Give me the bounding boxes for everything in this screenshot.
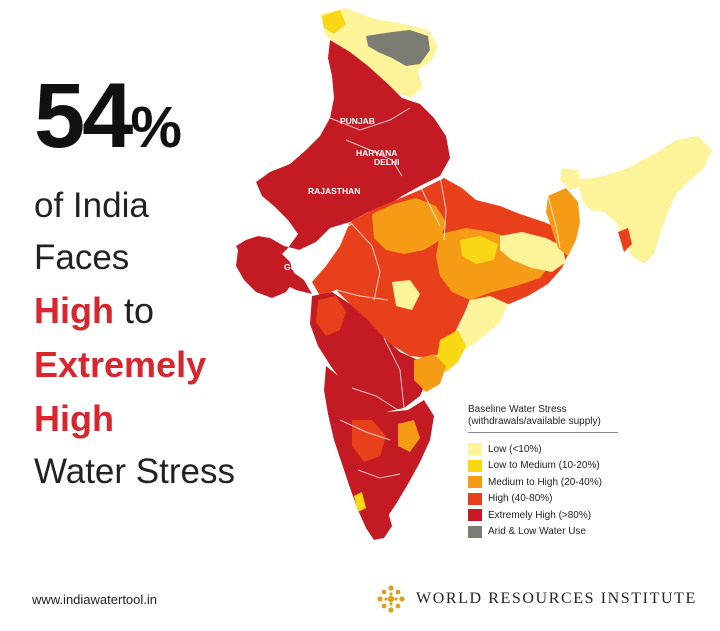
headline-line-extremely: Extremely: [34, 344, 207, 385]
legend-item: Arid & Low Water Use: [468, 524, 618, 541]
legend-label: Arid & Low Water Use: [488, 526, 586, 538]
map-region-northeast: [578, 136, 712, 264]
map-region-bengal-low: [560, 168, 582, 190]
map-region-south-tip: [366, 510, 392, 540]
legend-swatch: [468, 525, 482, 538]
map-label-haryana: HARYANA: [356, 148, 397, 158]
map-region-northwest-extreme: [236, 40, 450, 294]
headline-to-word: to: [113, 290, 155, 331]
legend-label: Extremely High (>80%): [488, 509, 592, 521]
legend-swatch: [468, 443, 482, 456]
map-region-deccan-low: [392, 280, 420, 310]
legend-item: Extremely High (>80%): [468, 507, 618, 524]
legend-title-line2: (withdrawals/available supply): [468, 416, 601, 427]
legend-item: Low to Medium (10-20%): [468, 458, 618, 475]
legend-items: Low (<10%) Low to Medium (10-20%) Medium t…: [468, 441, 618, 540]
legend-label: Low to Medium (10-20%): [488, 460, 600, 472]
wri-branding: WORLD RESOURCES INSTITUTE: [376, 584, 697, 614]
map-region-arid-ladakh: [366, 30, 430, 66]
headline: 54% of India Faces High to Extremely Hig…: [34, 70, 284, 498]
map-region-east-low: [500, 232, 566, 272]
footer-url[interactable]: www.indiawatertool.in: [32, 592, 158, 607]
headline-percent-sign: %: [130, 95, 182, 160]
map-region-central-low-medium: [460, 236, 498, 264]
map-region-east-coast-yellow: [436, 330, 466, 372]
map-region-gujarat: [236, 246, 296, 298]
headline-line-high-to: High to: [34, 284, 284, 338]
legend-title: Baseline Water Stress (withdrawals/avail…: [468, 404, 618, 433]
wri-logo-icon: [377, 585, 405, 613]
headline-line-faces: Faces: [34, 238, 130, 277]
legend-item: Low (<10%): [468, 441, 618, 458]
map-label-punjab: PUNJAB: [340, 116, 375, 126]
legend-swatch: [468, 509, 482, 522]
map-region-bengal: [546, 188, 580, 256]
map-region-south-tip-yellow: [354, 492, 366, 512]
legend-item: Medium to High (20-40%): [468, 474, 618, 491]
map-label-rajasthan: RAJASTHAN: [308, 186, 360, 196]
map-state-boundaries: [299, 107, 561, 479]
legend-swatch: [468, 459, 482, 472]
map-region-south-medium: [398, 420, 420, 452]
map-region-north-orange: [322, 10, 346, 34]
map-region-deccan-high: [316, 296, 346, 336]
map-legend: Baseline Water Stress (withdrawals/avail…: [468, 404, 618, 540]
map-label-delhi: DELHI: [374, 157, 400, 167]
wri-name: WORLD RESOURCES INSTITUTE: [416, 590, 697, 607]
legend-swatch: [468, 476, 482, 489]
headline-stat-number: 54: [34, 65, 133, 167]
map-region-central-medium: [372, 198, 446, 254]
legend-swatch: [468, 492, 482, 505]
headline-line-high: High: [34, 398, 114, 439]
headline-stat: 54%: [34, 70, 284, 174]
headline-line-of-india: of India: [34, 186, 149, 225]
headline-line-water-stress: Water Stress: [34, 452, 235, 491]
headline-high-word: High: [34, 290, 114, 331]
legend-title-line1: Baseline Water Stress: [468, 404, 567, 415]
map-label-gujarat: GUJARAT: [284, 262, 325, 272]
legend-label: Medium to High (20-40%): [488, 476, 602, 488]
legend-label: High (40-80%): [488, 493, 553, 505]
legend-label: Low (<10%): [488, 443, 542, 455]
map-region-south-high: [352, 420, 386, 462]
map-region-deccan-medium: [414, 354, 446, 392]
map-region-northeast-orange: [618, 228, 632, 252]
legend-item: High (40-80%): [468, 491, 618, 508]
